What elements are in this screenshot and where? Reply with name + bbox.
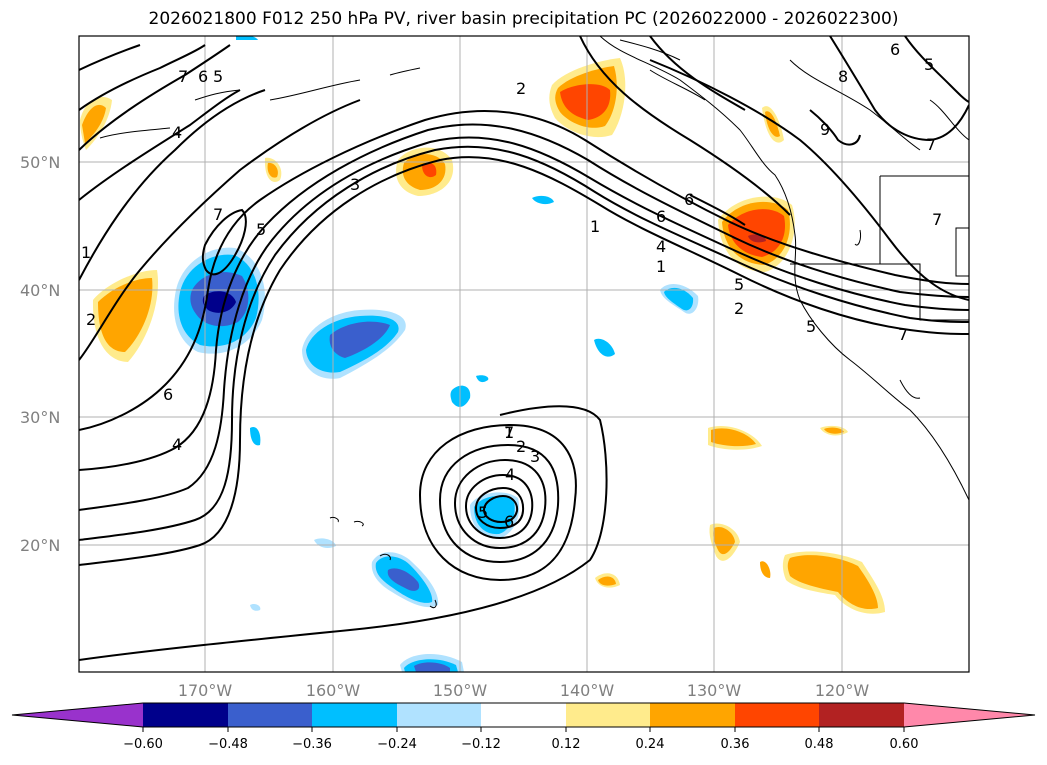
lon-label-170w: 170°W [178, 681, 233, 700]
lon-label-120w: 120°W [815, 681, 870, 700]
contour-labels: 7 6 5 4 3 2 1 7 5 6 4 2 1 9 8 7 6 5 6 6 … [81, 40, 942, 531]
lat-label-20: 20°N [20, 536, 60, 555]
negative-anomaly-shading [174, 36, 699, 672]
coastlines [99, 36, 969, 609]
colorbar-tick: −0.60 [123, 737, 163, 752]
colorbar-bin [481, 703, 566, 727]
colorbar-upper-extension [904, 703, 1035, 727]
colorbar-tick: −0.36 [292, 737, 332, 752]
contour-label: 3 [530, 447, 540, 466]
contour-label: 3 [350, 175, 360, 194]
colorbar-tick: −0.12 [461, 737, 501, 752]
contour-label: 2 [86, 310, 96, 329]
colorbar-bin [397, 703, 481, 727]
colorbar: −0.60 −0.48 −0.36 −0.24 −0.12 0.12 0.24 … [11, 702, 1036, 752]
contour-label: 5 [478, 503, 488, 522]
contour-label: 6 [198, 67, 208, 86]
latitude-labels: 50°N 40°N 30°N 20°N [20, 153, 60, 555]
colorbar-tick: 0.24 [636, 737, 665, 752]
pv-contours [79, 36, 969, 661]
contour-label: 5 [806, 317, 816, 336]
map-plot-area: 7 6 5 4 3 2 1 7 5 6 4 2 1 9 8 7 6 5 6 6 … [79, 36, 969, 672]
map-title: 2026021800 F012 250 hPa PV, river basin … [148, 9, 899, 29]
contour-label: 7 [898, 325, 908, 344]
colorbar-bin [650, 703, 735, 727]
contour-label: 1 [656, 257, 666, 276]
colorbar-bin [819, 703, 904, 727]
contour-label: 4 [172, 435, 182, 454]
colorbar-tick: 0.36 [721, 737, 750, 752]
colorbar-tick: 0.12 [552, 737, 581, 752]
contour-label: 6 [504, 512, 514, 531]
colorbar-bin [566, 703, 650, 727]
lon-label-130w: 130°W [687, 681, 742, 700]
contour-label: 1 [504, 423, 514, 442]
lon-label-140w: 140°W [560, 681, 615, 700]
colorbar-bin [143, 703, 228, 727]
contour-label: 7 [213, 205, 223, 224]
colorbar-lower-extension [12, 703, 143, 727]
contour-label: 4 [172, 123, 182, 142]
contour-label: 6 [890, 40, 900, 59]
contour-label: 5 [924, 55, 934, 74]
contour-label: 8 [838, 67, 848, 86]
map-frame [78, 35, 970, 673]
positive-anomaly-shading [80, 58, 885, 614]
contour-label: 2 [516, 79, 526, 98]
contour-label: 5 [256, 220, 266, 239]
colorbar-tick: 0.48 [805, 737, 834, 752]
contour-label: 9 [820, 120, 830, 139]
contour-label: 7 [926, 135, 936, 154]
colorbar-tick: −0.48 [208, 737, 248, 752]
contour-label: 6 [163, 385, 173, 404]
colorbar-bin [228, 703, 312, 727]
lat-label-40: 40°N [20, 281, 60, 300]
contour-label: 2 [734, 299, 744, 318]
contour-label: 4 [656, 237, 666, 256]
contour-label: 2 [516, 437, 526, 456]
contour-label: 7 [932, 210, 942, 229]
contour-label: 4 [505, 465, 515, 484]
colorbar-tick: 0.60 [890, 737, 919, 752]
contour-label: 7 [178, 67, 188, 86]
contour-label: 7 [504, 423, 514, 442]
lat-label-30: 30°N [20, 408, 60, 427]
contour-label: 6 [684, 190, 694, 209]
contour-label: 1 [590, 217, 600, 236]
contour-label: 5 [734, 275, 744, 294]
colorbar-bin [735, 703, 819, 727]
contour-label: 6 [656, 207, 666, 226]
colorbar-bin [312, 703, 397, 727]
contour-label: 1 [81, 243, 91, 262]
contour-label: 5 [213, 67, 223, 86]
longitude-labels: 170°W 160°W 150°W 140°W 130°W 120°W [178, 681, 870, 700]
lon-label-160w: 160°W [306, 681, 361, 700]
lat-label-50: 50°N [20, 153, 60, 172]
lon-label-150w: 150°W [433, 681, 488, 700]
colorbar-tick: −0.24 [377, 737, 417, 752]
